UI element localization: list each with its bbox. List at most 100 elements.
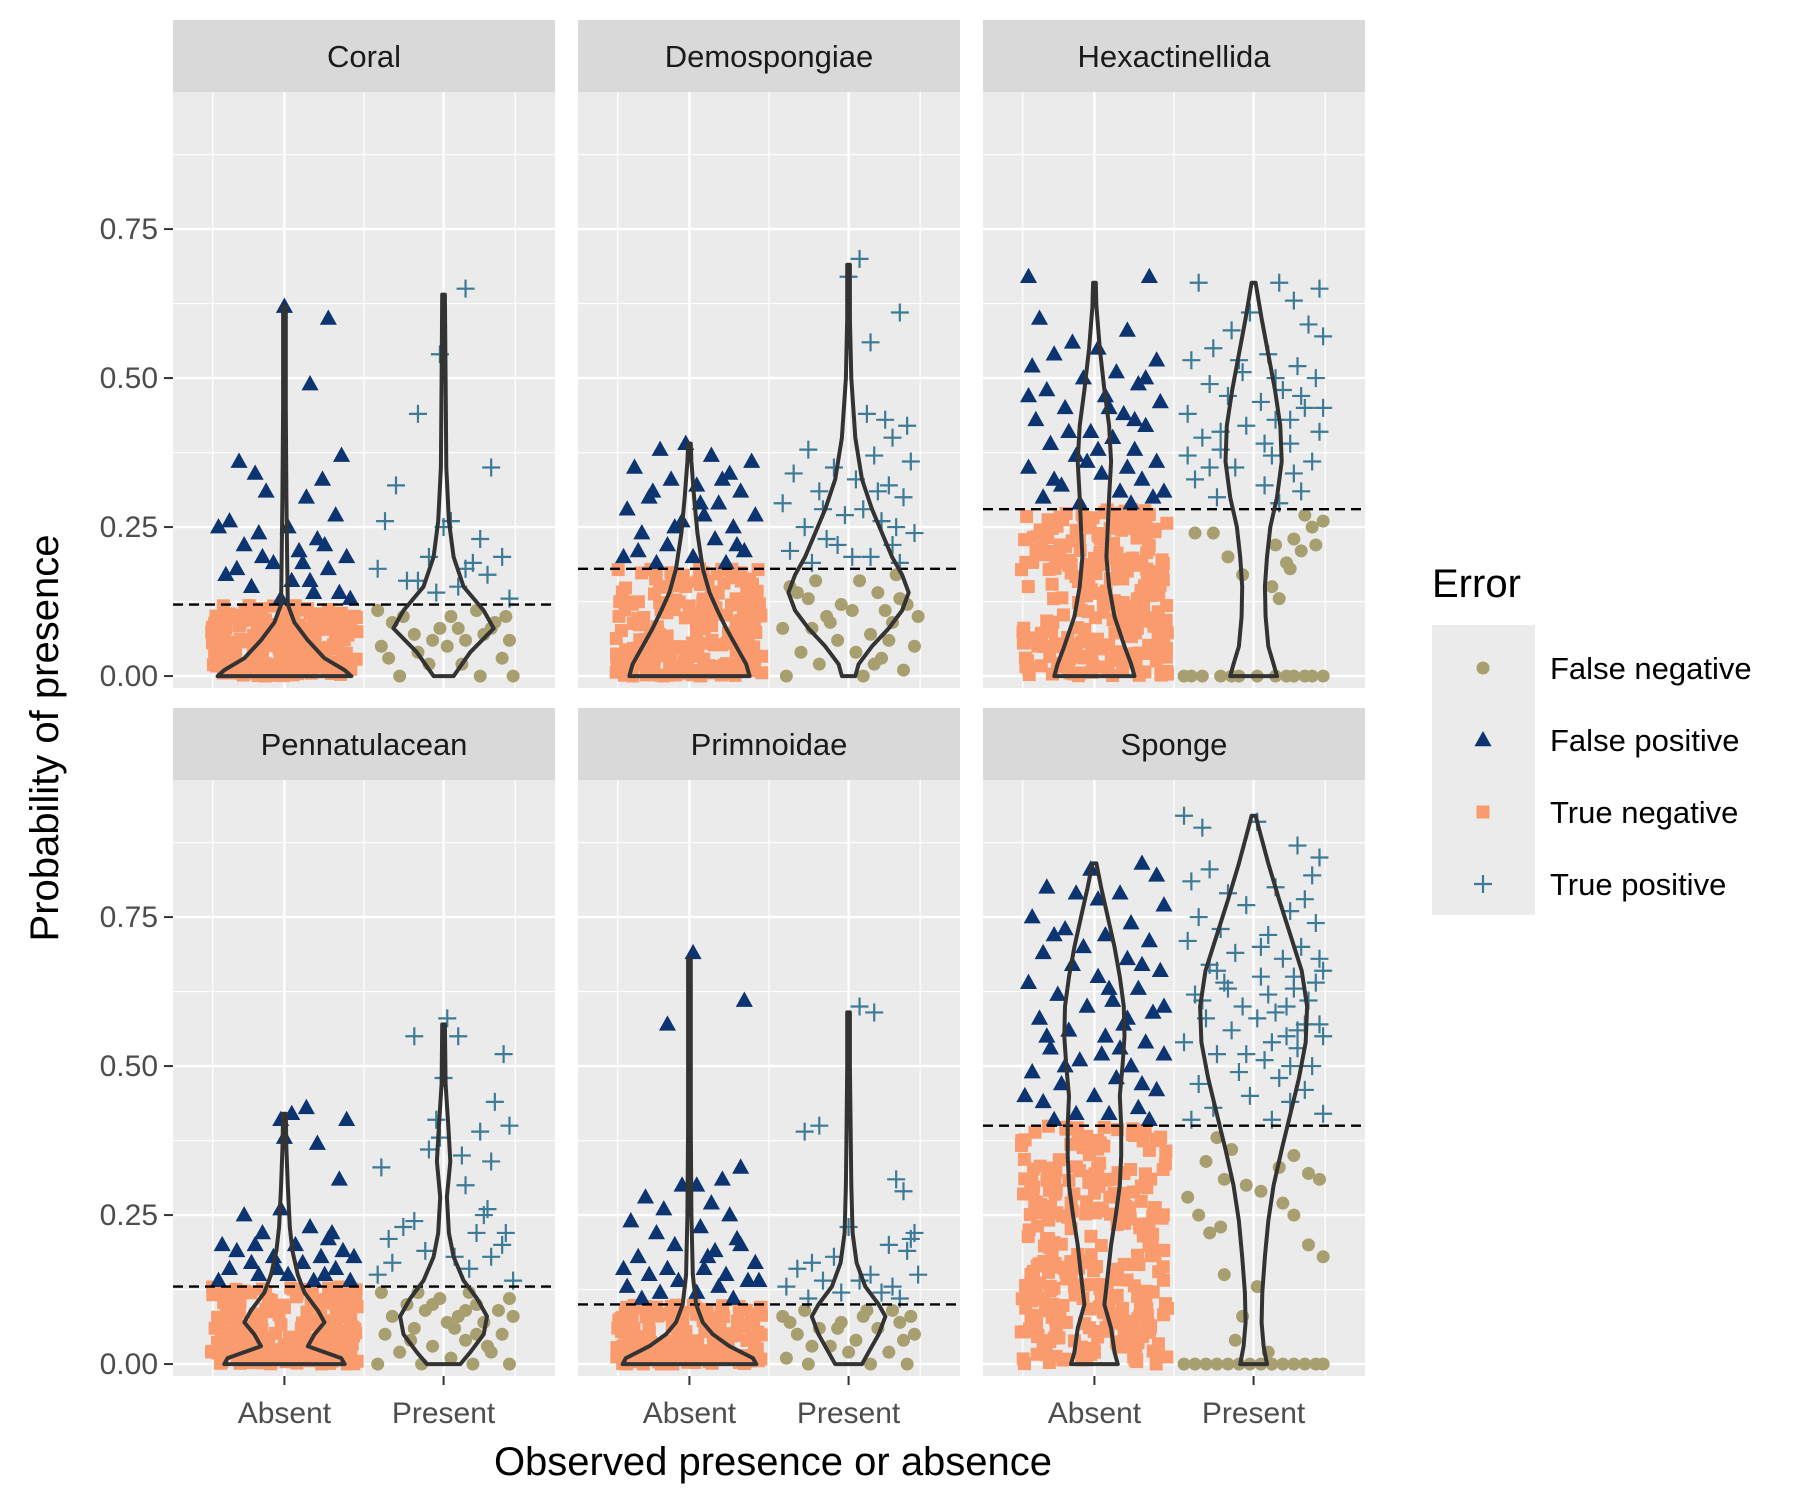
true-negative-point bbox=[1133, 591, 1147, 605]
true-positive-point bbox=[1189, 908, 1208, 927]
false-positive-point bbox=[1045, 1110, 1063, 1127]
true-negative-point bbox=[238, 603, 252, 617]
false-positive-point bbox=[710, 1277, 728, 1293]
false-negative-point bbox=[1265, 580, 1279, 594]
true-positive-point bbox=[1240, 1086, 1259, 1105]
false-negative-point bbox=[856, 669, 870, 683]
true-negative-point bbox=[1160, 626, 1174, 640]
false-positive-point bbox=[209, 518, 228, 534]
false-positive-point bbox=[1100, 1104, 1118, 1121]
true-positive-point bbox=[467, 1223, 486, 1242]
true-positive-point bbox=[1178, 446, 1197, 465]
false-positive-point bbox=[301, 571, 319, 588]
true-negative-point bbox=[1053, 510, 1067, 524]
false-positive-point bbox=[688, 1283, 706, 1299]
true-negative-point bbox=[1083, 1302, 1097, 1316]
true-negative-point bbox=[664, 1338, 678, 1352]
true-negative-point bbox=[742, 631, 756, 645]
true-positive-point bbox=[1251, 967, 1270, 986]
true-negative-point bbox=[1154, 641, 1168, 655]
true-positive-point bbox=[817, 530, 836, 548]
true-positive-point bbox=[1277, 997, 1296, 1016]
false-positive-point bbox=[1089, 440, 1107, 456]
true-positive-point bbox=[1200, 860, 1219, 879]
true-negative-point bbox=[304, 660, 318, 674]
false-positive-point bbox=[1129, 1098, 1147, 1115]
false-positive-point bbox=[308, 1134, 326, 1150]
true-negative-point bbox=[1130, 531, 1144, 545]
false-negative-point bbox=[473, 669, 487, 683]
false-positive-point bbox=[316, 535, 334, 552]
true-negative-point bbox=[1040, 1231, 1054, 1245]
false-positive-point bbox=[1148, 351, 1166, 367]
true-negative-point bbox=[1026, 1264, 1040, 1278]
false-positive-point bbox=[341, 1271, 359, 1287]
false-negative-point bbox=[385, 1309, 399, 1323]
true-negative-point bbox=[1084, 1229, 1098, 1243]
true-positive-point bbox=[1200, 458, 1219, 477]
false-negative-point bbox=[374, 639, 388, 653]
false-negative-point bbox=[1294, 544, 1308, 558]
true-negative-point bbox=[1142, 1217, 1156, 1231]
true-positive-point bbox=[868, 482, 887, 501]
true-negative-point bbox=[1023, 1208, 1037, 1222]
true-negative-point bbox=[1120, 601, 1134, 615]
false-negative-point bbox=[1192, 1208, 1206, 1222]
false-positive-point bbox=[739, 1271, 757, 1287]
false-positive-point bbox=[1019, 458, 1038, 474]
true-positive-point bbox=[850, 997, 869, 1016]
violin-present bbox=[1198, 813, 1310, 1367]
false-negative-point bbox=[499, 609, 513, 623]
false-positive-point bbox=[1023, 357, 1041, 373]
true-negative-point bbox=[1045, 577, 1059, 591]
true-negative-point bbox=[1093, 1156, 1107, 1170]
true-positive-point bbox=[1255, 434, 1274, 453]
true-positive-point bbox=[824, 458, 843, 477]
true-positive-point bbox=[843, 547, 862, 566]
false-positive-point bbox=[242, 577, 261, 593]
true-positive-point bbox=[905, 524, 924, 543]
true-positive-point bbox=[810, 1116, 829, 1135]
false-negative-point bbox=[1305, 520, 1319, 534]
true-positive-point bbox=[1303, 1057, 1322, 1076]
true-positive-point bbox=[368, 559, 387, 578]
false-positive-point bbox=[644, 482, 662, 498]
false-positive-point bbox=[1137, 369, 1155, 385]
false-positive-point bbox=[614, 547, 633, 564]
true-negative-point bbox=[349, 1294, 363, 1308]
false-negative-point bbox=[871, 586, 885, 600]
true-positive-point bbox=[1240, 303, 1259, 322]
true-negative-point bbox=[685, 607, 699, 621]
true-negative-point bbox=[1017, 621, 1031, 635]
true-negative-point bbox=[213, 1356, 227, 1370]
true-negative-point bbox=[724, 1329, 738, 1343]
true-negative-point bbox=[289, 1290, 303, 1304]
violin-absent bbox=[1062, 861, 1127, 1367]
true-positive-point bbox=[898, 416, 917, 435]
false-positive-point bbox=[1078, 997, 1096, 1013]
false-positive-point bbox=[1144, 1003, 1162, 1019]
true-negative-point bbox=[291, 633, 305, 647]
true-positive-point bbox=[802, 1253, 821, 1272]
false-negative-point bbox=[407, 1321, 421, 1335]
true-negative-point bbox=[619, 581, 633, 595]
true-negative-point bbox=[1050, 556, 1064, 570]
true-positive-point bbox=[456, 1176, 475, 1195]
false-positive-point bbox=[1148, 452, 1166, 468]
true-negative-point bbox=[1019, 660, 1033, 674]
true-positive-point bbox=[1295, 398, 1314, 417]
false-negative-point bbox=[1316, 1250, 1330, 1264]
false-negative-point bbox=[823, 615, 837, 629]
false-positive-point bbox=[721, 1206, 739, 1222]
true-negative-point bbox=[1047, 1331, 1061, 1345]
true-negative-point bbox=[1034, 635, 1048, 649]
false-positive-point bbox=[235, 535, 253, 552]
violin-present bbox=[809, 1010, 888, 1367]
false-positive-point bbox=[1016, 1086, 1034, 1103]
false-positive-point bbox=[250, 1265, 268, 1281]
false-positive-point bbox=[702, 1194, 720, 1210]
false-negative-point bbox=[831, 633, 845, 647]
false-positive-point bbox=[1133, 955, 1151, 972]
true-negative-point bbox=[702, 1311, 716, 1325]
false-positive-point bbox=[1078, 452, 1096, 468]
